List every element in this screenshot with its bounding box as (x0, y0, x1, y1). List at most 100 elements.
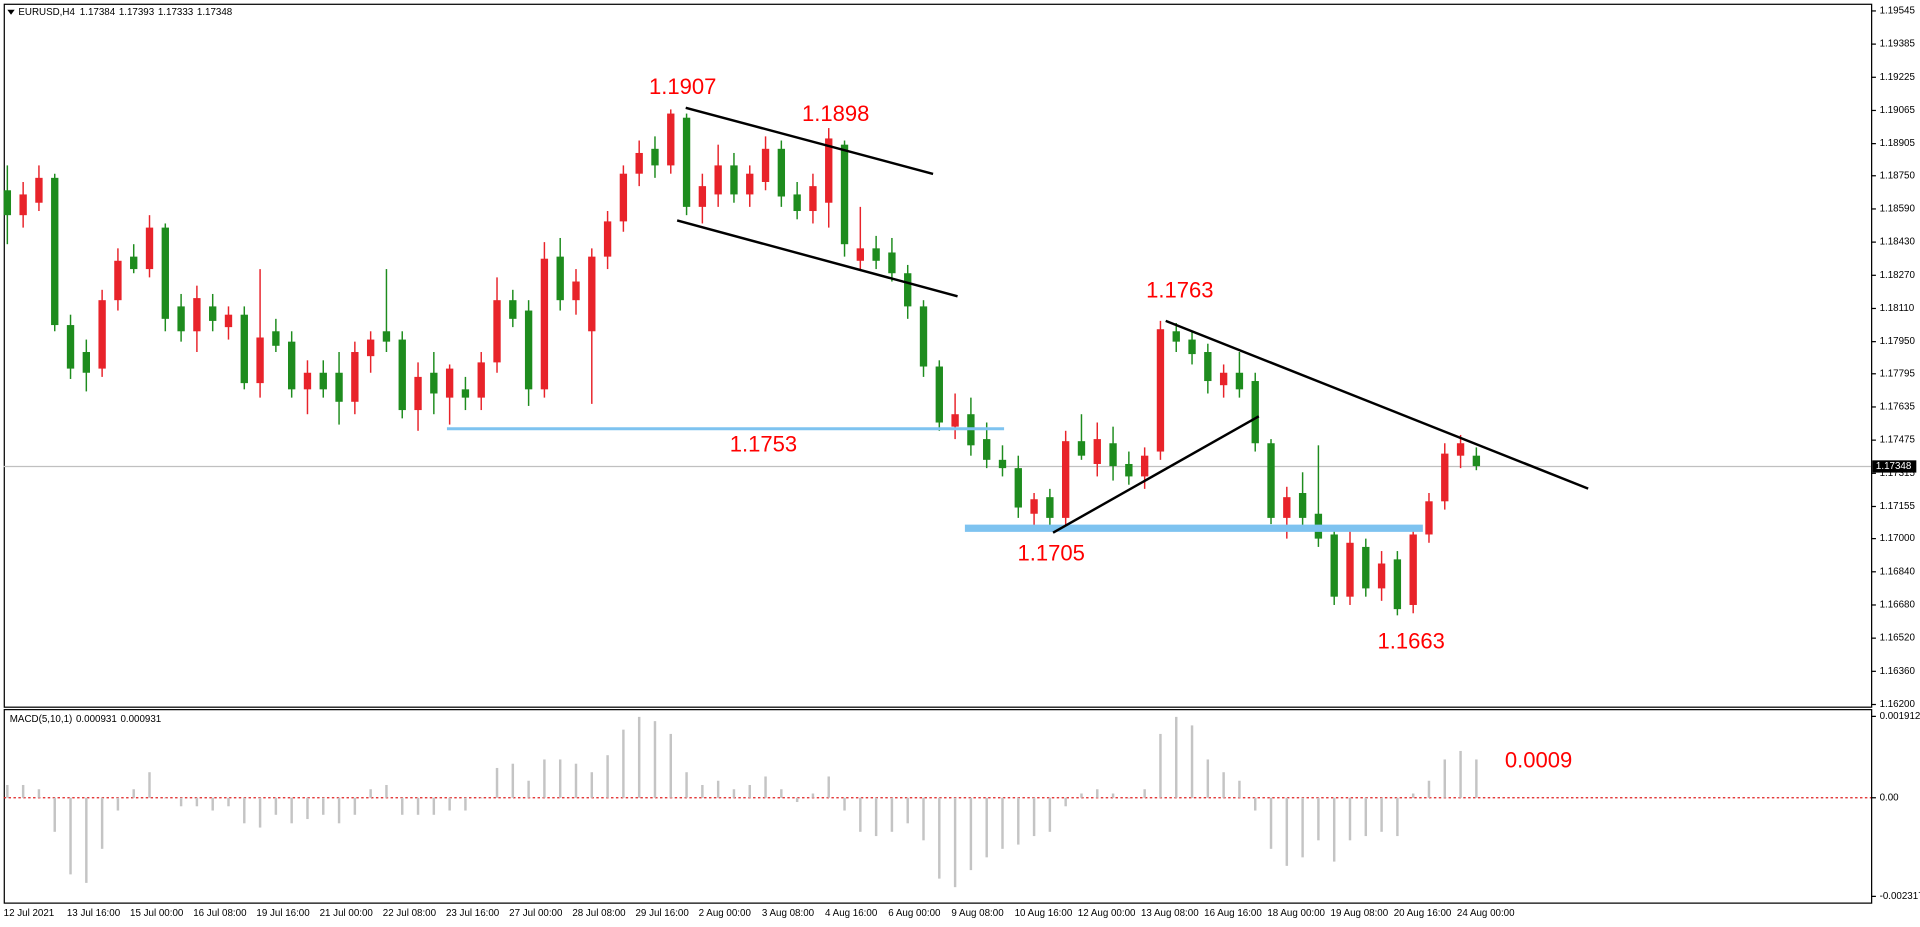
candle-body (430, 372, 438, 394)
macd-bar (306, 797, 309, 820)
x-tick-label: 22 Jul 08:00 (383, 908, 437, 919)
candle-body (698, 186, 707, 207)
candle-body (509, 300, 517, 319)
candle-body (1409, 534, 1417, 605)
candle-body (272, 331, 280, 346)
y-tick-label: 1.17950 (1880, 336, 1916, 347)
macd-annotation: 0.0009 (1505, 748, 1572, 773)
macd-main: 0.000931 (76, 713, 117, 724)
macd-bar (21, 784, 25, 798)
candle-body (1441, 453, 1449, 502)
candle-body (730, 165, 738, 195)
y-tick-label: 1.17795 (1880, 368, 1916, 379)
candle-body (1346, 542, 1354, 597)
candle-body (856, 248, 864, 261)
candle-body (19, 194, 27, 216)
candle-body (1330, 534, 1338, 597)
close: 1.17348 (197, 7, 233, 18)
macd-bar (416, 797, 420, 815)
candle-body (904, 273, 912, 307)
macd-bar (164, 797, 167, 799)
candle-body (319, 372, 327, 390)
candle-body (1140, 455, 1149, 477)
candle-body (351, 352, 359, 402)
macd-bar (85, 797, 88, 883)
candle-body (177, 306, 185, 332)
macd-bar (69, 797, 72, 875)
candle-body (1014, 468, 1022, 508)
y-tick-label: 1.17155 (1880, 501, 1916, 512)
x-tick-label: 18 Aug 00:00 (1267, 908, 1325, 919)
open: 1.17384 (80, 7, 116, 18)
candle-body (98, 300, 106, 369)
candle-body (1362, 546, 1370, 589)
macd-bar (1317, 797, 1320, 841)
macd-bar (243, 797, 246, 824)
x-tick-label: 28 Jul 08:00 (572, 908, 626, 919)
candle-body (66, 325, 75, 369)
candle-body (682, 117, 691, 207)
macd-bar (543, 759, 546, 798)
candle-body (524, 310, 533, 390)
plot: 1.19545 1.19385 1.19225 1.19065 1.18905 1.187… (3, 6, 1920, 919)
candle-body (825, 138, 833, 203)
x-tick-label: 19 Jul 16:00 (256, 908, 310, 919)
candle-body (461, 389, 470, 398)
y-tick-label: 1.16200 (1880, 699, 1916, 710)
candle-body (1425, 501, 1433, 535)
x-tick-label: 16 Jul 08:00 (193, 908, 247, 919)
candle-body (1156, 329, 1165, 452)
macd-bar (716, 780, 720, 798)
candle-body (793, 194, 801, 212)
candle-body (919, 306, 928, 367)
macd-bar (1032, 797, 1036, 837)
main-pane-frame (3, 3, 1873, 708)
candle-body (1204, 352, 1212, 382)
macd-bar (464, 797, 467, 811)
macd-bar (448, 797, 451, 811)
macd-bar (558, 759, 562, 798)
candle-body (588, 256, 596, 332)
macd-bar (1143, 789, 1146, 798)
y-tick-label: 1.19385 (1880, 39, 1916, 50)
x-tick-label: 27 Jul 00:00 (509, 908, 563, 919)
y-tick-label: 1.16680 (1880, 600, 1916, 611)
candle-body (935, 366, 943, 423)
x-tick-label: 15 Jul 00:00 (130, 908, 184, 919)
macd-bar (795, 797, 799, 803)
macd-bar (748, 784, 751, 798)
macd-bar (1001, 797, 1004, 849)
x-tick-label: 3 Aug 08:00 (762, 908, 815, 919)
x-tick-label: 12 Jul 2021 (4, 908, 55, 919)
candle-body (303, 372, 312, 390)
macd-bar (874, 797, 878, 837)
macd-bar (290, 797, 293, 824)
candle-body (240, 314, 248, 384)
candle-body (1030, 499, 1038, 514)
macd-bar (1396, 797, 1399, 837)
candle-body (872, 248, 880, 261)
macd-bar (1048, 797, 1052, 832)
macd-bar (780, 789, 783, 798)
macd-bar (1096, 789, 1099, 798)
candle-body (130, 256, 138, 270)
candle-body (35, 177, 43, 203)
x-tick-label: 23 Jul 16:00 (446, 908, 500, 919)
candle-body (1172, 331, 1180, 342)
candle-body (382, 331, 391, 342)
y-tick-label: 1.17315 (1880, 468, 1916, 479)
price-box-label: 1.17348 (1876, 461, 1912, 472)
macd-bar (938, 797, 941, 879)
macd-bar (1190, 725, 1194, 798)
macd-bar (132, 789, 135, 798)
y-tick-label: 1.17000 (1880, 533, 1916, 544)
macd-bar (1238, 780, 1241, 798)
candle-body (445, 368, 454, 398)
low: 1.17333 (158, 7, 194, 18)
macd-bar (890, 797, 894, 832)
y-tick-label: 1.18590 (1880, 204, 1916, 215)
macd-bar (211, 797, 214, 811)
candle-body (145, 227, 154, 270)
x-tick-label: 19 Aug 08:00 (1331, 908, 1389, 919)
macd-bar (1285, 797, 1289, 866)
